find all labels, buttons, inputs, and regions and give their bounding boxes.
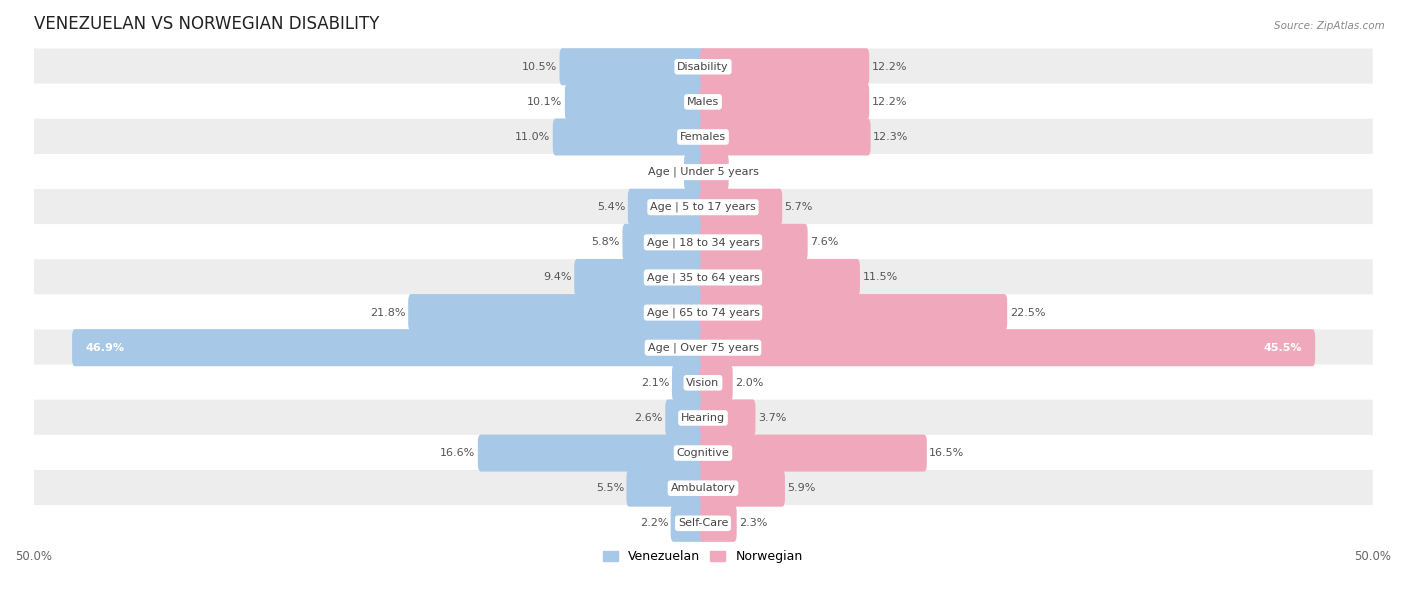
Text: Age | 18 to 34 years: Age | 18 to 34 years	[647, 237, 759, 248]
FancyBboxPatch shape	[700, 435, 927, 472]
FancyBboxPatch shape	[34, 329, 1372, 366]
FancyBboxPatch shape	[408, 294, 706, 331]
Text: Hearing: Hearing	[681, 413, 725, 423]
Text: 1.7%: 1.7%	[731, 167, 759, 177]
Text: Males: Males	[688, 97, 718, 107]
FancyBboxPatch shape	[72, 329, 706, 366]
FancyBboxPatch shape	[700, 294, 1007, 331]
Text: 46.9%: 46.9%	[86, 343, 125, 353]
Text: 2.3%: 2.3%	[740, 518, 768, 528]
Text: 45.5%: 45.5%	[1263, 343, 1302, 353]
FancyBboxPatch shape	[627, 469, 706, 507]
FancyBboxPatch shape	[672, 364, 706, 401]
Text: 5.4%: 5.4%	[598, 202, 626, 212]
FancyBboxPatch shape	[34, 224, 1372, 261]
FancyBboxPatch shape	[700, 48, 869, 85]
FancyBboxPatch shape	[34, 400, 1372, 436]
Text: 5.5%: 5.5%	[596, 483, 624, 493]
FancyBboxPatch shape	[560, 48, 706, 85]
Text: Age | Over 75 years: Age | Over 75 years	[648, 343, 758, 353]
Text: Self-Care: Self-Care	[678, 518, 728, 528]
Text: 22.5%: 22.5%	[1010, 308, 1045, 318]
Text: Age | 5 to 17 years: Age | 5 to 17 years	[650, 202, 756, 212]
Text: Age | Under 5 years: Age | Under 5 years	[648, 167, 758, 177]
Text: Ambulatory: Ambulatory	[671, 483, 735, 493]
FancyBboxPatch shape	[34, 119, 1372, 155]
FancyBboxPatch shape	[671, 505, 706, 542]
FancyBboxPatch shape	[34, 48, 1372, 85]
Text: 1.2%: 1.2%	[654, 167, 682, 177]
Text: 12.3%: 12.3%	[873, 132, 908, 142]
FancyBboxPatch shape	[34, 435, 1372, 471]
Text: 11.5%: 11.5%	[862, 272, 897, 283]
FancyBboxPatch shape	[700, 224, 807, 261]
Text: 3.7%: 3.7%	[758, 413, 786, 423]
FancyBboxPatch shape	[685, 154, 706, 190]
FancyBboxPatch shape	[565, 83, 706, 121]
FancyBboxPatch shape	[478, 435, 706, 472]
Text: 5.9%: 5.9%	[787, 483, 815, 493]
Text: 7.6%: 7.6%	[810, 237, 838, 247]
FancyBboxPatch shape	[34, 259, 1372, 296]
FancyBboxPatch shape	[700, 119, 870, 155]
FancyBboxPatch shape	[665, 400, 706, 436]
FancyBboxPatch shape	[628, 188, 706, 226]
FancyBboxPatch shape	[34, 154, 1372, 190]
Text: 5.8%: 5.8%	[592, 237, 620, 247]
Text: Females: Females	[681, 132, 725, 142]
FancyBboxPatch shape	[700, 364, 733, 401]
FancyBboxPatch shape	[34, 365, 1372, 401]
Text: 10.1%: 10.1%	[527, 97, 562, 107]
FancyBboxPatch shape	[700, 469, 785, 507]
FancyBboxPatch shape	[700, 505, 737, 542]
Text: 11.0%: 11.0%	[515, 132, 550, 142]
FancyBboxPatch shape	[34, 470, 1372, 507]
FancyBboxPatch shape	[700, 329, 1315, 366]
Text: 2.2%: 2.2%	[640, 518, 668, 528]
FancyBboxPatch shape	[34, 84, 1372, 120]
FancyBboxPatch shape	[553, 119, 706, 155]
FancyBboxPatch shape	[700, 259, 860, 296]
FancyBboxPatch shape	[700, 188, 782, 226]
Text: 2.1%: 2.1%	[641, 378, 669, 388]
Text: 9.4%: 9.4%	[543, 272, 572, 283]
FancyBboxPatch shape	[34, 505, 1372, 542]
Text: 10.5%: 10.5%	[522, 62, 557, 72]
Text: Disability: Disability	[678, 62, 728, 72]
Legend: Venezuelan, Norwegian: Venezuelan, Norwegian	[599, 545, 807, 568]
Text: 5.7%: 5.7%	[785, 202, 813, 212]
FancyBboxPatch shape	[623, 224, 706, 261]
Text: Cognitive: Cognitive	[676, 448, 730, 458]
FancyBboxPatch shape	[700, 154, 728, 190]
Text: VENEZUELAN VS NORWEGIAN DISABILITY: VENEZUELAN VS NORWEGIAN DISABILITY	[34, 15, 378, 33]
FancyBboxPatch shape	[700, 83, 869, 121]
Text: 16.6%: 16.6%	[440, 448, 475, 458]
FancyBboxPatch shape	[574, 259, 706, 296]
Text: Vision: Vision	[686, 378, 720, 388]
Text: 2.0%: 2.0%	[735, 378, 763, 388]
Text: Source: ZipAtlas.com: Source: ZipAtlas.com	[1274, 21, 1385, 31]
FancyBboxPatch shape	[700, 400, 755, 436]
FancyBboxPatch shape	[34, 189, 1372, 225]
Text: 2.6%: 2.6%	[634, 413, 662, 423]
Text: 21.8%: 21.8%	[370, 308, 406, 318]
FancyBboxPatch shape	[34, 294, 1372, 331]
Text: Age | 35 to 64 years: Age | 35 to 64 years	[647, 272, 759, 283]
Text: Age | 65 to 74 years: Age | 65 to 74 years	[647, 307, 759, 318]
Text: 12.2%: 12.2%	[872, 62, 907, 72]
Text: 16.5%: 16.5%	[929, 448, 965, 458]
Text: 12.2%: 12.2%	[872, 97, 907, 107]
